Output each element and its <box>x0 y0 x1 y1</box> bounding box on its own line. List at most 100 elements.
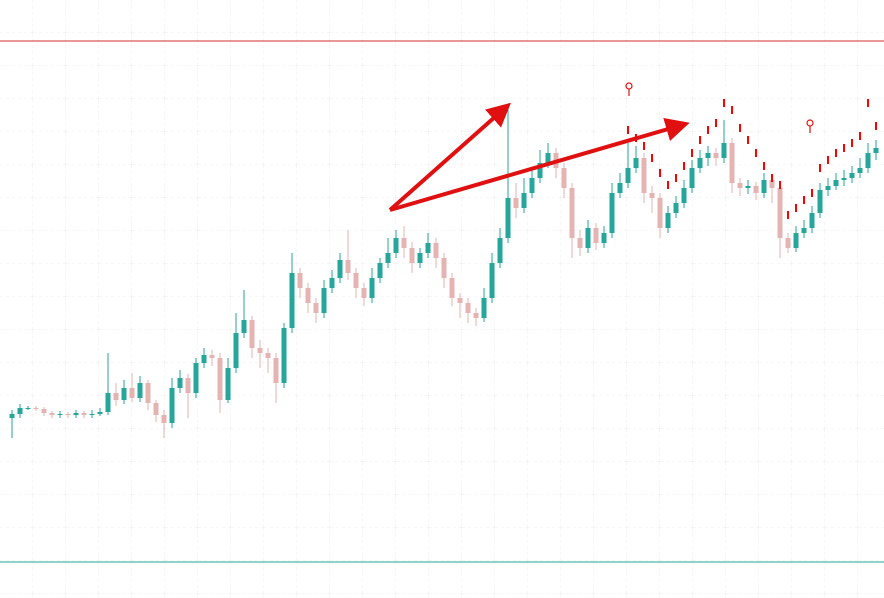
candle-body <box>473 313 479 318</box>
candle-body <box>57 414 63 415</box>
candle-body <box>441 258 447 278</box>
sar-dot <box>755 149 757 157</box>
candle-body <box>345 260 351 273</box>
candle-body <box>193 363 199 393</box>
candle-body <box>561 168 567 188</box>
candle-body <box>513 198 519 208</box>
sar-dot <box>867 99 869 107</box>
candle-body <box>681 188 687 203</box>
candle-body <box>257 348 263 353</box>
candle-body <box>201 355 207 363</box>
candle-body <box>737 183 743 188</box>
candle-body <box>873 148 879 153</box>
sar-dot <box>803 196 805 204</box>
candle-body <box>41 409 47 413</box>
candle-body <box>281 328 287 383</box>
candle-body <box>833 180 839 186</box>
candle-body <box>337 260 343 278</box>
candle-body <box>769 180 775 188</box>
candle-body <box>265 353 271 358</box>
candle-body <box>329 278 335 288</box>
candle-body <box>89 414 95 415</box>
candle-body <box>481 298 487 318</box>
candle-body <box>233 333 239 368</box>
sar-dot <box>771 174 773 182</box>
candle-body <box>505 198 511 238</box>
candle-body <box>729 143 735 183</box>
candle-body <box>9 414 15 418</box>
candle-body <box>185 378 191 393</box>
candle-body <box>497 238 503 263</box>
candle-body <box>321 288 327 313</box>
candle-body <box>49 413 55 415</box>
candle-body <box>25 408 31 409</box>
candle-body <box>633 158 639 168</box>
plot <box>0 40 884 563</box>
candle-body <box>745 186 751 188</box>
sar-dot <box>707 126 709 134</box>
candle-body <box>425 243 431 253</box>
candle-body <box>537 163 543 178</box>
candle-body <box>313 303 319 313</box>
candle-body <box>401 238 407 248</box>
sar-dot <box>675 174 677 182</box>
candle-body <box>665 213 671 228</box>
sar-dot <box>827 156 829 164</box>
sar-dot <box>779 181 781 189</box>
candle-body <box>761 180 767 193</box>
sar-dot <box>739 124 741 132</box>
sar-dot <box>819 164 821 172</box>
candle-body <box>809 213 815 228</box>
candle-body <box>177 378 183 388</box>
candle-body <box>697 158 703 168</box>
candle-body <box>489 263 495 298</box>
candle-body <box>153 403 159 415</box>
candle-body <box>585 228 591 248</box>
icons <box>625 82 814 133</box>
sar-dot <box>715 119 717 127</box>
candle-body <box>241 320 247 333</box>
candle-body <box>785 238 791 248</box>
candle-body <box>353 273 359 288</box>
trend-arrows <box>388 102 690 212</box>
candle-body <box>121 388 127 400</box>
candle-body <box>521 193 527 208</box>
candle-body <box>249 320 255 348</box>
candle-body <box>801 228 807 233</box>
candle-body <box>145 383 151 403</box>
sar-dot <box>627 126 629 134</box>
candle-body <box>217 358 223 400</box>
candle-body <box>609 193 615 233</box>
candle-body <box>841 178 847 180</box>
candle-body <box>625 168 631 183</box>
candle-body <box>793 233 799 248</box>
candle-body <box>433 243 439 258</box>
sar-dot <box>763 162 765 170</box>
candle-body <box>289 273 295 328</box>
sar-dot <box>643 142 645 150</box>
candle-body <box>649 193 655 198</box>
candle-body <box>297 273 303 288</box>
sar-dot <box>747 136 749 144</box>
sar-dot <box>691 149 693 157</box>
candle-body <box>689 168 695 188</box>
sar-dot <box>659 169 661 177</box>
candle-body <box>545 153 551 163</box>
candle-body <box>657 198 663 228</box>
candle-body <box>865 153 871 168</box>
candle-body <box>113 393 119 400</box>
candle-body <box>33 408 39 409</box>
candle-body <box>97 412 103 414</box>
arrow <box>389 117 690 212</box>
candle-body <box>753 186 759 193</box>
candle-body <box>777 188 783 238</box>
sar-dot <box>731 106 733 114</box>
candle-body <box>569 188 575 238</box>
candle-body <box>825 186 831 190</box>
candle-body <box>857 168 863 173</box>
candle-body <box>721 143 727 158</box>
candle-body <box>817 190 823 213</box>
